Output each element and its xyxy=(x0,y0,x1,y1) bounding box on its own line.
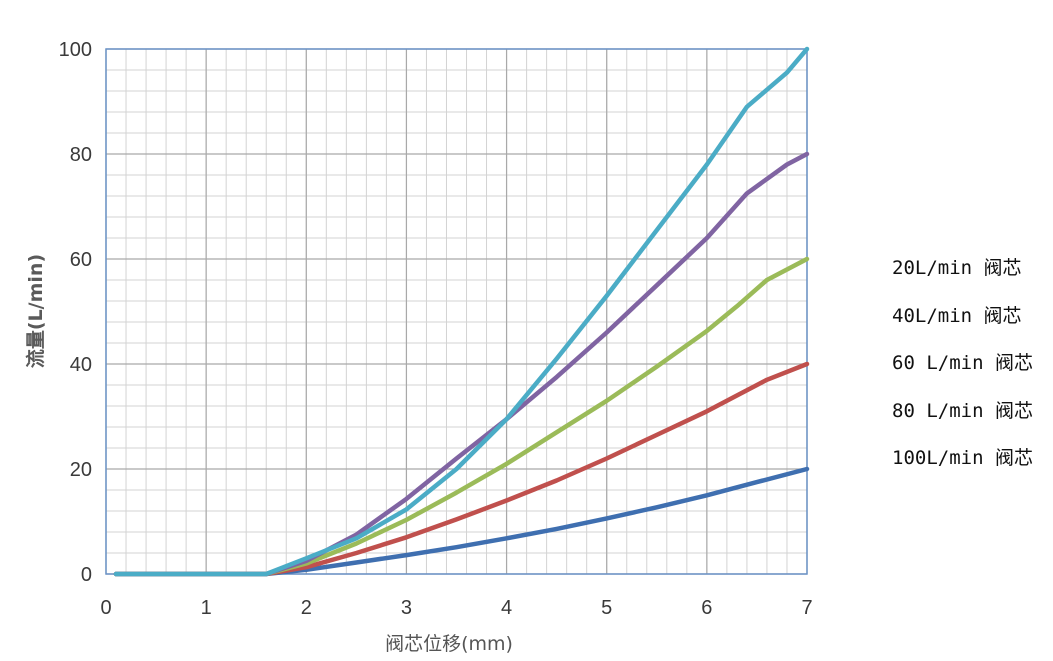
y-tick-label: 80 xyxy=(70,144,92,166)
y-tick-label: 100 xyxy=(59,39,92,61)
x-tick-label: 2 xyxy=(301,597,312,619)
y-axis-title: 流量(L/min) xyxy=(24,254,47,368)
plot-area-frame xyxy=(105,48,808,575)
x-tick-label: 1 xyxy=(201,597,212,619)
y-tick-label: 0 xyxy=(81,564,92,586)
series-line-5 xyxy=(113,46,810,577)
legend-item-60: 60 L/min 阀芯 xyxy=(892,352,1033,374)
x-tick-label: 3 xyxy=(401,597,412,619)
y-tick-label: 60 xyxy=(70,249,92,271)
x-tick-label: 7 xyxy=(801,597,812,619)
legend-item-40: 40L/min 阀芯 xyxy=(892,304,1022,327)
legend-item-80: 80 L/min 阀芯 xyxy=(892,399,1033,422)
x-tick-label: 4 xyxy=(501,597,512,619)
series-lines xyxy=(113,46,810,577)
y-tick-label: 20 xyxy=(70,459,92,481)
legend: 20L/min 阀芯 40L/min 阀芯 60 L/min 阀芯 80 L/m… xyxy=(892,252,1052,490)
x-tick-label: 0 xyxy=(100,597,111,619)
legend-item-20: 20L/min 阀芯 xyxy=(892,257,1022,279)
y-axis-tick-labels: 0 20 40 60 80 100 xyxy=(59,39,92,586)
x-axis-title: 阀芯位移(mm) xyxy=(385,633,513,655)
x-axis-tick-labels: 0 1 2 3 4 5 6 7 xyxy=(100,597,812,619)
x-tick-label: 5 xyxy=(601,597,612,619)
legend-item-100: 100L/min 阀芯 xyxy=(892,447,1033,469)
y-tick-label: 40 xyxy=(70,354,92,376)
x-tick-label: 6 xyxy=(701,597,712,619)
